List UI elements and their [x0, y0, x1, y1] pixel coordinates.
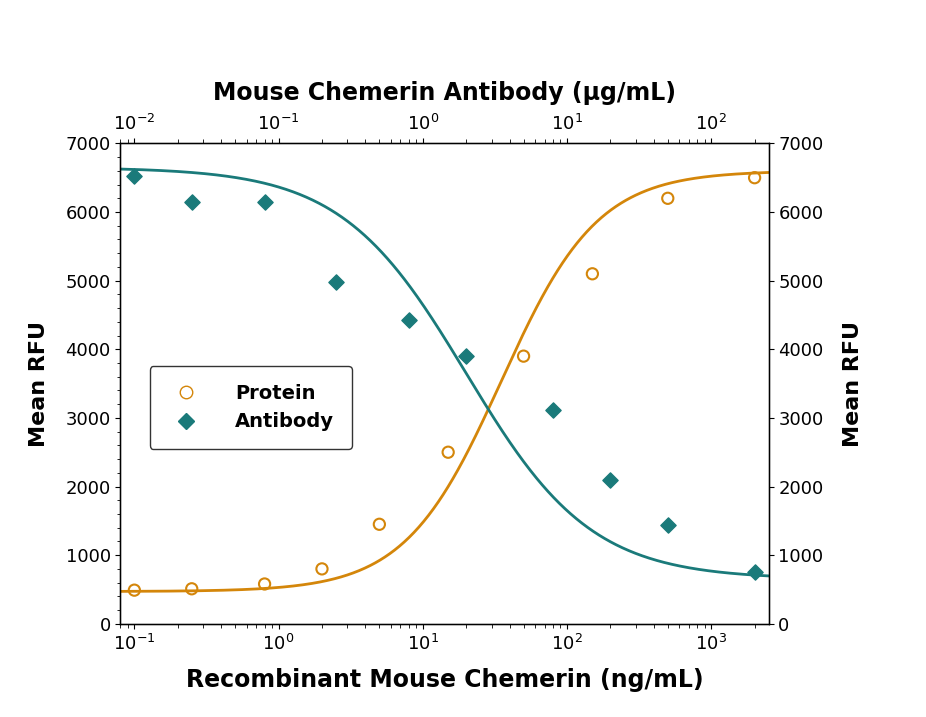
- Point: [458, 351, 473, 362]
- Point: [660, 519, 675, 531]
- Point: [184, 196, 199, 208]
- Point: [257, 578, 272, 589]
- Point: [545, 404, 560, 416]
- Point: [401, 315, 416, 326]
- Point: [372, 518, 387, 530]
- Point: [184, 583, 199, 594]
- Point: [585, 268, 600, 280]
- Y-axis label: Mean RFU: Mean RFU: [29, 320, 49, 447]
- Point: [329, 276, 344, 288]
- Point: [315, 563, 330, 574]
- X-axis label: Recombinant Mouse Chemerin (ng/mL): Recombinant Mouse Chemerin (ng/mL): [186, 668, 703, 691]
- Point: [127, 170, 142, 181]
- Point: [660, 193, 675, 204]
- Point: [747, 566, 762, 578]
- Y-axis label: Mean RFU: Mean RFU: [843, 320, 863, 447]
- X-axis label: Mouse Chemerin Antibody (μg/mL): Mouse Chemerin Antibody (μg/mL): [213, 81, 676, 105]
- Point: [257, 196, 272, 208]
- Point: [747, 172, 762, 184]
- Point: [603, 475, 618, 486]
- Point: [441, 447, 456, 458]
- Point: [516, 351, 531, 362]
- Legend: Protein, Antibody: Protein, Antibody: [149, 366, 352, 449]
- Point: [127, 584, 142, 596]
